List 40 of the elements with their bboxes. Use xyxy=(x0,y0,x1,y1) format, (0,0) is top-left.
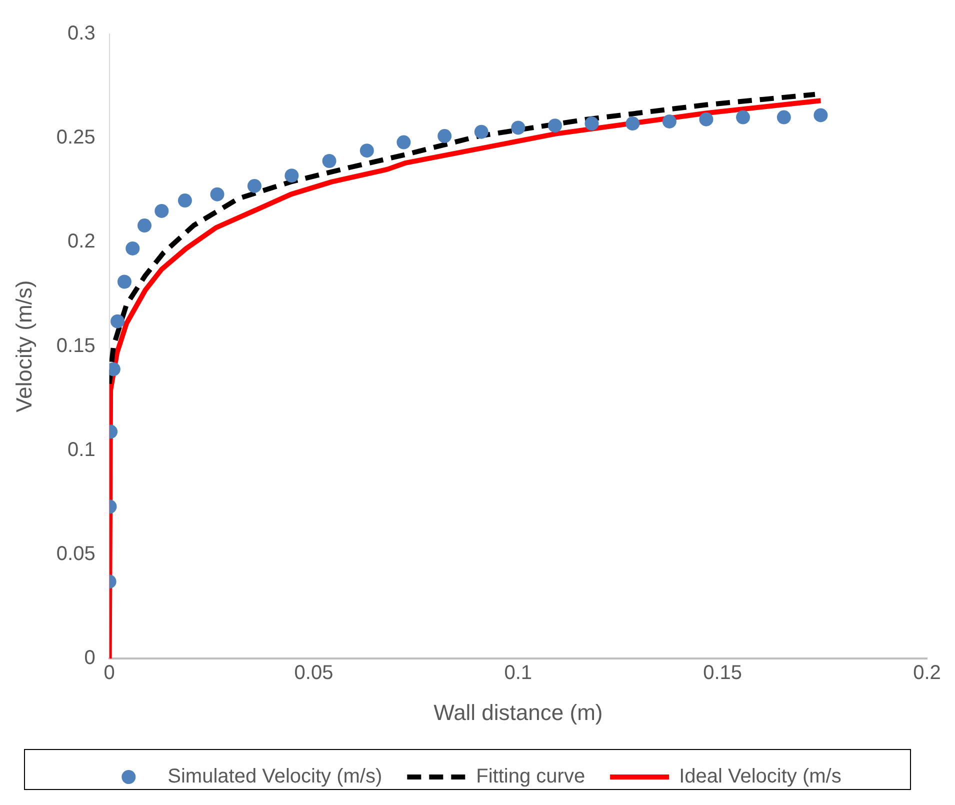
point xyxy=(284,168,299,183)
y-tick-label: 0.25 xyxy=(56,126,96,149)
x-axis-title: Wall distance (m) xyxy=(434,700,603,725)
legend-label: Ideal Velocity (m/s xyxy=(679,766,842,788)
point xyxy=(154,204,169,218)
point xyxy=(137,218,152,233)
y-tick-label: 0.1 xyxy=(68,438,96,461)
y-tick-label: 0.3 xyxy=(68,22,96,45)
point xyxy=(360,144,374,158)
point xyxy=(110,314,125,328)
point xyxy=(396,135,411,150)
point xyxy=(438,129,452,144)
point xyxy=(322,154,336,168)
y-tick-label: 0.05 xyxy=(56,543,96,566)
x-tick-label: 0.15 xyxy=(703,662,742,684)
point xyxy=(247,178,262,193)
point xyxy=(474,124,488,139)
y-tick-label: 0.2 xyxy=(68,230,96,253)
y-axis-title: Velocity (m/s) xyxy=(11,280,36,412)
point xyxy=(548,118,562,133)
point xyxy=(178,194,192,208)
y-tick-label: 0.15 xyxy=(56,334,96,357)
point xyxy=(776,110,791,124)
point xyxy=(584,116,599,131)
point xyxy=(736,110,750,124)
x-tick-label: 0.1 xyxy=(504,662,532,684)
point xyxy=(511,120,526,135)
point xyxy=(662,114,676,128)
legend-label: Fitting curve xyxy=(476,766,586,788)
y-tick-label: 0 xyxy=(84,647,96,670)
point xyxy=(126,241,140,256)
point xyxy=(699,112,714,126)
x-tick-label: 0.2 xyxy=(913,662,941,684)
point xyxy=(626,116,640,131)
point xyxy=(814,108,828,122)
x-tick-label: 0 xyxy=(104,662,115,684)
point xyxy=(117,274,132,289)
x-tick-label: 0.05 xyxy=(294,662,334,684)
point xyxy=(210,187,224,202)
legend-label: Simulated Velocity (m/s) xyxy=(168,766,382,788)
